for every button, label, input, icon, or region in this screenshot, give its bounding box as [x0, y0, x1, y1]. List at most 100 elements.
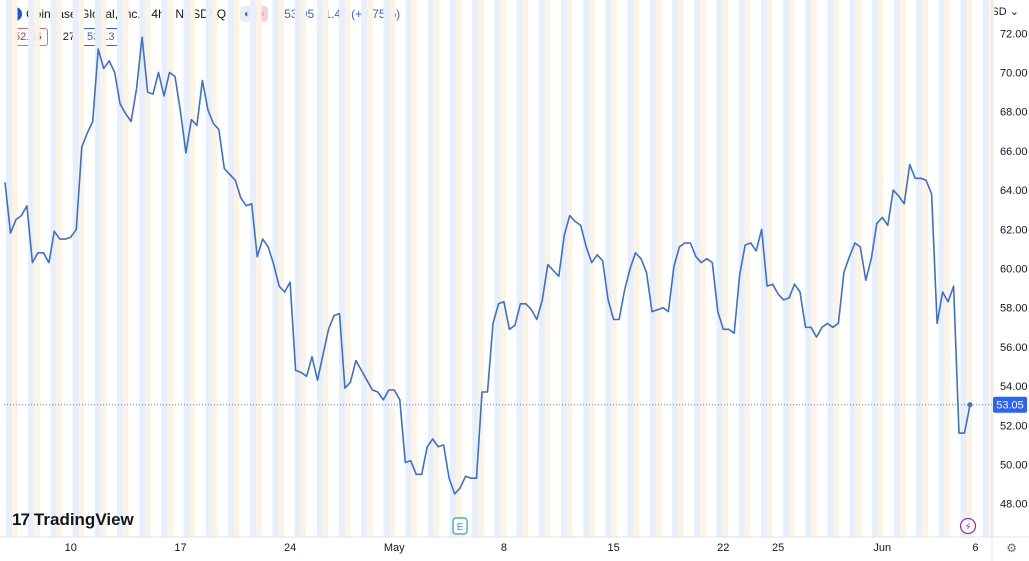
session-band — [145, 0, 151, 537]
y-tick-label: 52.00 — [1000, 420, 1028, 432]
session-band — [722, 0, 728, 537]
session-band — [611, 0, 617, 537]
session-band — [72, 0, 79, 537]
session-band — [833, 0, 839, 537]
session-band — [694, 0, 701, 537]
session-band — [12, 0, 18, 537]
x-tick-label: 17 — [174, 542, 186, 554]
session-band — [789, 0, 795, 537]
session-band — [339, 0, 345, 537]
y-tick-label: 48.00 — [1000, 499, 1028, 511]
session-band — [633, 0, 640, 537]
dividend-marker[interactable] — [959, 517, 977, 535]
y-tick-label: 72.00 — [1000, 28, 1028, 40]
y-tick-label: 66.00 — [1000, 146, 1028, 158]
session-band — [805, 0, 812, 537]
session-band — [894, 0, 900, 537]
y-tick-label: 64.00 — [1000, 185, 1028, 197]
session-band — [567, 0, 573, 537]
session-band — [250, 0, 257, 537]
session-band — [456, 0, 462, 537]
session-band — [117, 0, 123, 537]
y-tick-label: 58.00 — [1000, 303, 1028, 315]
x-tick-label: 25 — [772, 542, 784, 554]
session-band — [228, 0, 234, 537]
session-band — [827, 0, 834, 537]
session-band — [877, 0, 884, 537]
session-band — [561, 0, 567, 537]
session-band — [322, 0, 329, 537]
session-band — [589, 0, 595, 537]
session-band — [678, 0, 684, 537]
session-band — [256, 0, 262, 537]
session-band — [211, 0, 218, 537]
session-band — [427, 0, 434, 537]
last-price-label: 53.05 — [996, 400, 1024, 412]
session-band — [855, 0, 862, 537]
session-band — [50, 0, 57, 537]
x-tick-label: 15 — [607, 542, 619, 554]
session-band — [34, 0, 40, 537]
session-band — [744, 0, 751, 537]
session-band — [655, 0, 662, 537]
x-tick-label: 10 — [65, 542, 77, 554]
x-tick-label: 22 — [717, 542, 729, 554]
session-band — [478, 0, 484, 537]
tradingview-name: TradingView — [33, 510, 134, 529]
session-band — [161, 0, 168, 537]
session-band — [389, 0, 395, 537]
price-series-line[interactable] — [4, 36, 971, 495]
session-band — [167, 0, 173, 537]
session-band — [605, 0, 612, 537]
gear-icon[interactable]: ⚙ — [1006, 541, 1017, 555]
session-band — [900, 0, 906, 537]
y-tick-label: 60.00 — [1000, 264, 1028, 276]
session-band — [6, 0, 12, 537]
session-band — [94, 0, 101, 537]
session-band — [411, 0, 418, 537]
last-price-label-bg — [993, 396, 1027, 413]
session-band — [583, 0, 590, 537]
session-band — [783, 0, 789, 537]
earnings-marker-label: E — [457, 522, 464, 533]
session-band — [849, 0, 856, 537]
session-band — [522, 0, 529, 537]
session-band — [760, 0, 767, 537]
tradingview-logo-icon: 17 — [12, 510, 30, 529]
y-tick-label: 56.00 — [1000, 342, 1028, 354]
session-band — [982, 0, 989, 537]
session-band — [716, 0, 723, 537]
x-tick-label: Jun — [873, 542, 891, 554]
session-band — [472, 0, 479, 537]
session-band — [966, 0, 973, 537]
earnings-marker[interactable] — [452, 517, 468, 535]
y-tick-label: 70.00 — [1000, 68, 1028, 80]
session-band — [944, 0, 950, 537]
y-tick-label: 68.00 — [1000, 107, 1028, 119]
session-band — [494, 0, 501, 537]
session-band — [811, 0, 817, 537]
x-tick-label: 6 — [972, 542, 978, 554]
session-band — [205, 0, 212, 537]
session-band — [700, 0, 706, 537]
tradingview-watermark: 17 TradingView — [12, 510, 134, 530]
session-band — [361, 0, 368, 537]
session-band — [100, 0, 107, 537]
session-band — [28, 0, 35, 537]
session-band — [922, 0, 928, 537]
moon-icon[interactable]: ◐ — [244, 8, 251, 20]
x-tick-label: 8 — [501, 542, 507, 554]
session-band — [139, 0, 146, 537]
session-band — [766, 0, 773, 537]
session-band — [294, 0, 301, 537]
session-band — [78, 0, 85, 537]
session-band — [538, 0, 545, 537]
session-band — [649, 0, 656, 537]
session-band — [56, 0, 62, 537]
session-band — [234, 0, 240, 537]
session-band — [278, 0, 284, 537]
lightning-icon: ⚡ — [964, 522, 971, 533]
session-band — [450, 0, 456, 537]
session-band — [383, 0, 390, 537]
